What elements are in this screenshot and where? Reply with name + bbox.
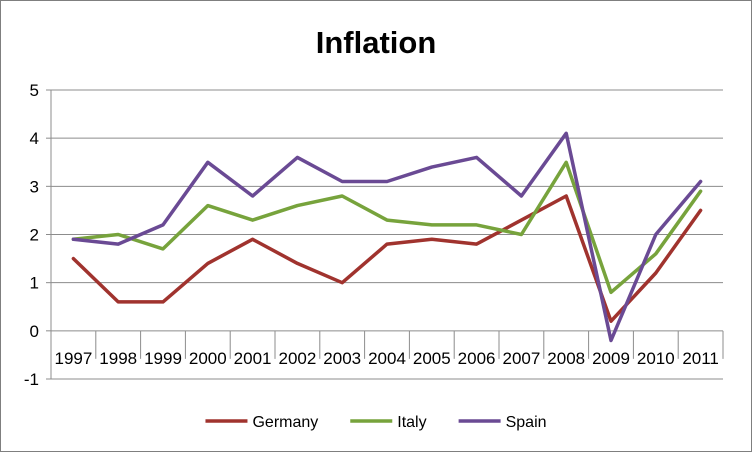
chart-title: Inflation (316, 25, 437, 60)
x-tick-label: 2009 (592, 349, 630, 368)
y-tick-label: 2 (30, 226, 39, 245)
series-lines (71, 131, 703, 343)
legend-label-germany: Germany (252, 414, 318, 431)
x-tick-label: 1999 (144, 349, 182, 368)
series-line-germany (71, 194, 703, 323)
axes (46, 89, 724, 380)
x-tick-label: 2002 (278, 349, 316, 368)
legend: Germany Italy Spain (205, 414, 547, 431)
x-tick-label: 1998 (99, 349, 137, 368)
y-axis-tick-labels: -1 0 1 2 3 4 5 (24, 81, 39, 389)
y-tick-label: 5 (30, 81, 39, 100)
x-tick-label: 2006 (458, 349, 496, 368)
x-tick-label: 2000 (189, 349, 227, 368)
x-tick-label: 2008 (547, 349, 585, 368)
x-tick-label: 2007 (502, 349, 540, 368)
y-tick-label: 4 (30, 129, 39, 148)
gridlines (51, 89, 723, 380)
x-tick-label: 2003 (323, 349, 361, 368)
y-tick-label: 1 (30, 274, 39, 293)
x-tick-label: 2004 (368, 349, 406, 368)
x-tick-label: 2011 (682, 349, 719, 368)
y-tick-label: 0 (30, 322, 39, 341)
y-tick-label: -1 (24, 370, 39, 389)
x-tick-label: 2005 (413, 349, 451, 368)
x-axis-tick-labels: 1997 1998 1999 2000 2001 2002 2003 2004 2005 2006… (54, 349, 718, 368)
legend-label-italy: Italy (397, 414, 426, 431)
x-tick-label: 1997 (54, 349, 92, 368)
series-line-italy (71, 160, 703, 295)
x-tick-label: 2001 (234, 349, 272, 368)
y-tick-label: 3 (30, 177, 39, 196)
legend-label-spain: Spain (506, 414, 547, 431)
x-tick-label: 2010 (637, 349, 675, 368)
series-line-spain (71, 131, 703, 343)
